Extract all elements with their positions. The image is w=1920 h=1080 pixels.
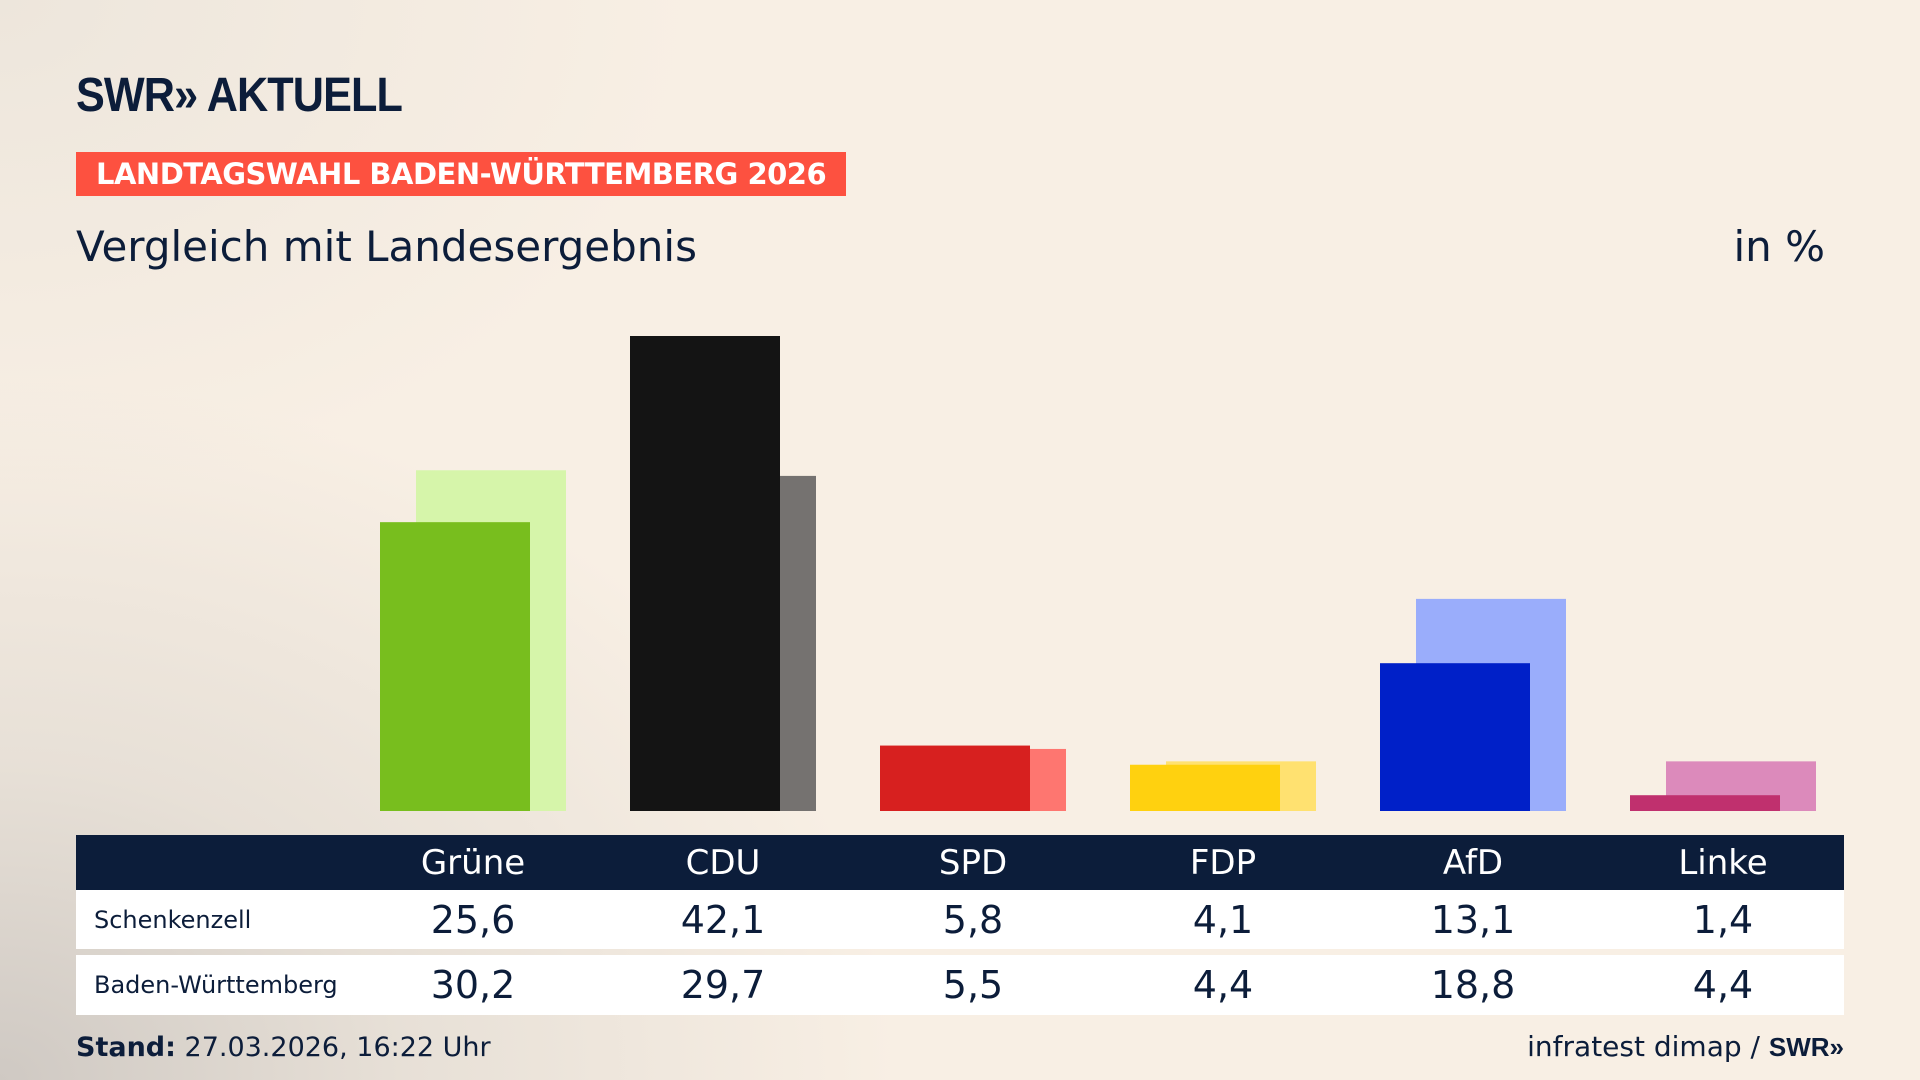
bar-local-grüne (380, 522, 530, 811)
col-header: CDU (685, 842, 761, 883)
cell-value: 29,7 (680, 963, 766, 1007)
swr-aktuell-logo: SWR» AKTUELL (76, 69, 403, 122)
stand-label: Stand: (76, 1032, 176, 1063)
col-header: AfD (1442, 842, 1504, 883)
col-header: SPD (938, 842, 1008, 883)
table-header: Grüne CDU SPD FDP AfD Linke (76, 835, 1844, 890)
cell-value: 5,8 (942, 897, 1004, 942)
cell-value: 13,1 (1430, 897, 1516, 942)
bar-local-afd (1380, 663, 1530, 811)
election-banner: LANDTAGSWAHL BADEN-WÜRTTEMBERG 2026 (76, 152, 847, 196)
source: infratest dimap / SWR» (1527, 1030, 1844, 1063)
col-header: FDP (1189, 842, 1257, 883)
swr-logo: SWR» (1768, 1032, 1844, 1062)
table-row: Schenkenzell 25,6 42,1 5,8 4,1 13,1 1,4 (76, 890, 1844, 949)
bar-local-fdp (1130, 764, 1280, 811)
chart-title: Vergleich mit Landesergebnis (76, 222, 697, 271)
stand-value: 27.03.2026, 16:22 Uhr (184, 1032, 491, 1063)
cell-value: 18,8 (1430, 963, 1516, 1007)
table-row: Baden-Württemberg 30,2 29,7 5,5 4,4 18,8… (76, 955, 1844, 1015)
timestamp: Stand: 27.03.2026, 16:22 Uhr (76, 1032, 491, 1063)
row-label: Baden-Württemberg (94, 971, 338, 999)
cell-value: 1,4 (1692, 897, 1754, 942)
bar-local-linke (1630, 795, 1780, 811)
unit-label: in % (1733, 222, 1825, 271)
cell-value: 42,1 (680, 897, 766, 942)
col-header: Grüne (420, 842, 526, 883)
source-text: infratest dimap / (1527, 1030, 1760, 1063)
cell-value: 4,4 (1192, 963, 1254, 1007)
cell-value: 25,6 (430, 897, 516, 942)
cell-value: 4,1 (1192, 897, 1254, 942)
bar-local-spd (880, 745, 1030, 811)
cell-value: 30,2 (430, 963, 516, 1007)
cell-value: 4,4 (1692, 963, 1754, 1007)
cell-value: 5,5 (942, 963, 1004, 1007)
col-header: Linke (1678, 842, 1768, 883)
row-label: Schenkenzell (94, 905, 252, 934)
bar-local-cdu (630, 336, 780, 811)
